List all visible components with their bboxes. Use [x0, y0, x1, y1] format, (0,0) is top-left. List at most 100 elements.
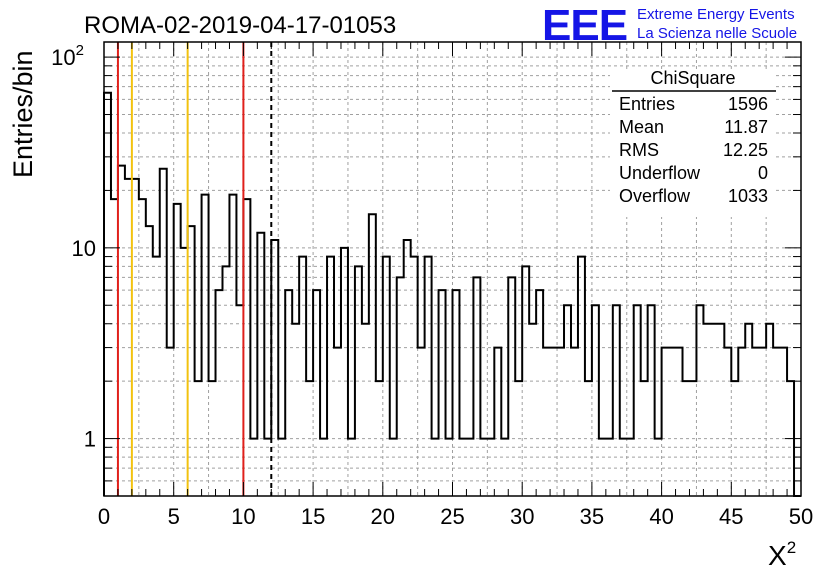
histogram-bin — [292, 324, 299, 496]
histogram-bin — [320, 439, 327, 496]
histogram-bin — [216, 290, 223, 496]
histogram-bin — [411, 257, 418, 496]
histogram-bin — [710, 324, 717, 496]
stats-row-label: RMS — [619, 140, 659, 160]
histogram-bin — [181, 248, 188, 496]
x-tick-label: 25 — [440, 504, 464, 529]
histogram-bin — [111, 199, 118, 496]
stats-rows: Entries 1596 Mean 11.87 RMS 12.25 Underflow 0 Ov… — [619, 94, 768, 206]
histogram-bin — [222, 266, 229, 496]
y-tick-label-base: 10 — [51, 45, 75, 70]
stats-box: ChiSquare Entries 1596 Mean 11.87 RMS 12.25 Un… — [610, 68, 776, 217]
x-tick-label: 0 — [98, 504, 110, 529]
histogram-bin — [773, 348, 780, 496]
histogram-bin — [759, 348, 766, 496]
histogram-bin — [243, 199, 250, 496]
stats-row-label: Entries — [619, 94, 675, 114]
y-tick-label: 10 — [72, 236, 96, 261]
histogram-bin — [188, 226, 195, 496]
logo-line-2: La Scienza nelle Scuole — [637, 25, 797, 42]
x-tick-label: 10 — [231, 504, 255, 529]
histogram-bin — [439, 290, 446, 496]
histogram-bin — [132, 179, 139, 496]
histogram-bin — [195, 381, 202, 496]
histogram-bin — [341, 248, 348, 496]
y-tick-label-exponent: 2 — [76, 42, 84, 59]
histogram-bin — [529, 324, 536, 496]
stats-row-label: Underflow — [619, 163, 701, 183]
histogram-bin — [160, 169, 167, 496]
histogram-bin — [634, 305, 641, 496]
histogram-bin — [174, 204, 181, 496]
histogram-bin — [480, 439, 487, 496]
histogram-bin — [118, 166, 125, 496]
x-tick-label: 15 — [301, 504, 325, 529]
histogram-bin — [648, 305, 655, 496]
histogram-bin — [446, 439, 453, 496]
histogram-bin — [404, 240, 411, 496]
histogram-bin — [655, 439, 662, 496]
histogram-bin — [487, 439, 494, 496]
histogram-bin — [236, 305, 243, 496]
histogram-bin — [418, 348, 425, 496]
histogram-bin — [355, 266, 362, 496]
histogram-bin — [334, 348, 341, 496]
histogram-bin — [425, 257, 432, 496]
histogram-bin — [473, 277, 480, 496]
histogram-bin — [564, 305, 571, 496]
x-tick-label: 40 — [649, 504, 673, 529]
histogram-bin — [738, 348, 745, 496]
histogram-bin — [453, 290, 460, 496]
histogram-bin — [125, 179, 132, 496]
histogram-bin — [599, 439, 606, 496]
histogram-bin — [536, 290, 543, 496]
histogram-bin — [313, 290, 320, 496]
y-tick-label: 1 — [84, 427, 96, 452]
grid — [104, 42, 801, 496]
histogram-bin — [369, 214, 376, 496]
histogram-bin — [278, 439, 285, 496]
histogram-bin — [543, 348, 550, 496]
histogram-bin — [264, 439, 271, 496]
stats-row-label: Mean — [619, 117, 664, 137]
histogram-bin — [522, 266, 529, 496]
stats-row-value: 1596 — [728, 94, 768, 114]
histogram-bin — [229, 195, 236, 496]
histogram-bin — [271, 240, 278, 496]
x-tick-label: 30 — [510, 504, 534, 529]
histogram-bin — [501, 439, 508, 496]
x-tick-label: 20 — [371, 504, 395, 529]
histogram-bin — [153, 257, 160, 496]
histogram-bin — [139, 199, 146, 496]
eee-logo: EEE Extreme Energy Events La Scienza nel… — [542, 1, 797, 50]
histogram-bin — [515, 381, 522, 496]
histogram — [103, 91, 801, 497]
histogram-bin — [641, 381, 648, 496]
histogram-bin — [592, 305, 599, 496]
stats-row-value: 1033 — [728, 186, 768, 206]
x-tick-label: 35 — [580, 504, 604, 529]
histogram-bin — [557, 348, 564, 496]
stats-row-value: 11.87 — [724, 117, 768, 137]
histogram-bin — [703, 324, 710, 496]
histogram-bin — [432, 439, 439, 496]
histogram-bin — [766, 324, 773, 496]
histogram-bin — [662, 348, 669, 496]
histogram-bin — [376, 381, 383, 496]
histogram-bin — [571, 348, 578, 496]
histogram-bin — [466, 439, 473, 496]
histogram-bin — [250, 439, 257, 496]
histogram-bin — [306, 381, 313, 496]
histogram-bin — [397, 277, 404, 496]
histogram-bin — [683, 381, 690, 496]
y-tick-label: 102 — [51, 42, 84, 70]
histogram-bin — [383, 257, 390, 496]
histogram-bin — [167, 348, 174, 496]
histogram-bin — [745, 324, 752, 496]
histogram-bin — [494, 348, 501, 496]
histogram-bin — [676, 348, 683, 496]
histogram-bin — [620, 439, 627, 496]
histogram-bin — [327, 257, 334, 496]
histogram-bin — [613, 305, 620, 496]
